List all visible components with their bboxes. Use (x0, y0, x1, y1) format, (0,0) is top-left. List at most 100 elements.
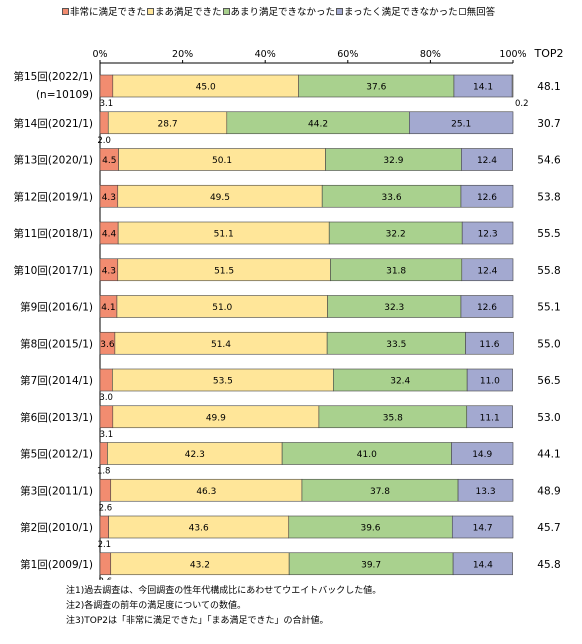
data-label: 43.6 (189, 524, 209, 534)
footnote-2: 注2)各調査の前年の満足度についての数値。 (66, 601, 246, 611)
data-label: 43.2 (190, 560, 210, 570)
bar-segment (511, 74, 514, 98)
data-label: 14.4 (473, 560, 493, 570)
top2-value: 53.0 (537, 412, 560, 424)
data-label: 3.0 (99, 393, 113, 403)
category-label: 第11回(2018/1) (14, 227, 94, 240)
legend-label: まったく満足できなかった (344, 7, 458, 18)
data-label: 14.1 (473, 83, 493, 93)
data-label: 33.5 (386, 340, 406, 350)
data-label: 12.6 (477, 303, 497, 313)
top2-value: 55.8 (537, 265, 560, 277)
category-label: 第5回(2012/1) (20, 448, 93, 461)
bar-segment (451, 442, 514, 465)
category-label: 第13回(2020/1) (14, 154, 94, 167)
category-label: 第1回(2009/1) (20, 558, 93, 571)
legend-label: あまり満足できなかった (230, 7, 336, 18)
data-label: 2.0 (97, 136, 111, 146)
bar-segment (460, 295, 514, 318)
data-label: 51.0 (212, 303, 232, 313)
bar-segment (99, 368, 113, 392)
bar-segment (409, 111, 514, 135)
bar-segment (451, 515, 514, 539)
data-label: 11.6 (479, 340, 499, 350)
data-label: 0.2 (515, 99, 529, 109)
top2-value: 53.8 (537, 191, 560, 203)
data-label: 1.8 (97, 467, 111, 477)
stacked-bar-chart: 0% 20% 40% 60% 80% 100% TOP2 第15回(2022/1) (n=101… (14, 47, 564, 580)
bar-segment (466, 405, 513, 429)
category-label: 第8回(2015/1) (20, 337, 93, 350)
top2-value: 48.9 (537, 485, 560, 497)
x-tick-label: 40% (255, 49, 276, 60)
data-label: 37.8 (370, 487, 390, 497)
data-label: 49.5 (210, 193, 230, 203)
data-label: 12.4 (477, 266, 497, 276)
data-label: 49.9 (206, 413, 226, 423)
bar-segment (466, 368, 513, 392)
data-label: 32.9 (383, 156, 403, 166)
footnote-3: 注3)TOP2は「非常に満足できた」「まあ満足できた」の合計値。 (66, 616, 329, 626)
data-label: 44.2 (308, 119, 328, 129)
category-label: 第9回(2016/1) (20, 301, 93, 314)
data-label: 2.6 (99, 503, 113, 513)
data-label: 28.7 (158, 119, 178, 129)
bar-segment (457, 478, 514, 502)
top2-value: 54.6 (537, 155, 561, 167)
data-label: 4.5 (102, 156, 116, 166)
category-sublabel: (n=10109) (36, 89, 93, 101)
data-label: 32.3 (384, 303, 404, 313)
category-label: 第14回(2021/1) (14, 117, 94, 130)
chart-legend: 非常に満足できた まあ満足できた あまり満足できなかった まったく満足できなかった 無回… (62, 4, 562, 18)
x-tick-label: 20% (172, 49, 193, 60)
x-tick-label: 0% (92, 49, 107, 60)
data-label: 4.1 (101, 303, 115, 313)
data-label: 31.8 (386, 266, 406, 276)
data-label: 51.5 (214, 266, 234, 276)
data-label: 51.4 (211, 340, 231, 350)
bar-segment (99, 552, 112, 576)
category-label: 第10回(2017/1) (14, 264, 94, 277)
data-label: 2.6 (99, 577, 113, 580)
top2-value: 55.0 (537, 338, 560, 350)
data-label: 4.4 (102, 230, 117, 240)
data-label: 3.1 (100, 99, 114, 109)
bar-segment (452, 552, 513, 576)
bar-segment (99, 405, 114, 429)
data-label: 33.6 (382, 193, 402, 203)
top2-value: 56.5 (537, 375, 560, 387)
legend-item: あまり満足できなかった (222, 4, 336, 18)
top2-value: 48.1 (537, 81, 560, 93)
data-label: 12.6 (477, 193, 497, 203)
bar-segment (99, 111, 109, 135)
bar-segment (461, 148, 513, 171)
data-label: 12.4 (477, 156, 497, 166)
top2-value: 55.1 (537, 302, 560, 314)
legend-label: 無回答 (466, 7, 496, 18)
bar-segment (99, 515, 109, 539)
data-label: 3.1 (100, 430, 114, 440)
bar-segment (99, 478, 112, 502)
data-label: 14.7 (473, 524, 493, 534)
data-label: 51.1 (214, 230, 234, 240)
data-label: 41.0 (357, 450, 377, 460)
category-label: 第6回(2013/1) (20, 411, 93, 424)
data-label: 14.9 (472, 450, 492, 460)
data-label: 4.3 (102, 266, 116, 276)
data-label: 32.2 (386, 230, 406, 240)
data-label: 46.3 (196, 487, 216, 497)
x-tick-label: 60% (337, 49, 358, 60)
bar-segment (465, 331, 514, 355)
top2-header: TOP2 (533, 47, 563, 60)
category-label: 第7回(2014/1) (20, 374, 93, 387)
data-label: 37.6 (366, 83, 386, 93)
bar-segment (460, 184, 514, 208)
top2-value: 55.5 (537, 228, 560, 240)
data-label: 53.5 (213, 377, 233, 387)
category-label: 第3回(2011/1) (20, 484, 93, 497)
data-label: 25.1 (451, 119, 471, 129)
footnotes: 注1)過去調査は、今回調査の性年代構成比にあわせてウエイトバックした値。 注2)… (66, 584, 381, 629)
legend-item: まったく満足できなかった (336, 4, 458, 18)
top2-value: 45.7 (537, 522, 560, 534)
legend-swatch (222, 7, 230, 15)
